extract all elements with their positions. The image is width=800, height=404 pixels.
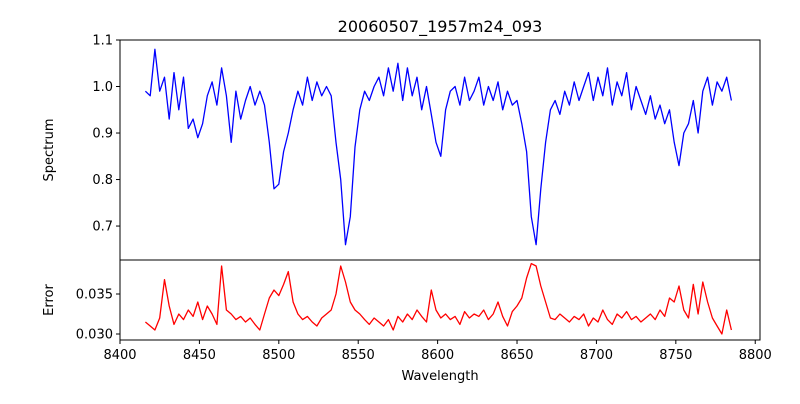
x-tick-label: 8700 — [580, 348, 613, 363]
y-axis-label-error: Error — [42, 284, 57, 316]
spectrum-line — [144, 48, 733, 246]
spectrum-y-tick-label: 0.9 — [92, 127, 113, 142]
spectrum-y-tick-label: 1.0 — [92, 80, 113, 95]
x-tick-label: 8600 — [421, 348, 454, 363]
x-tick-label: 8650 — [500, 348, 533, 363]
spectrum-axes-frame — [119, 39, 761, 261]
error-y-tick-label: 0.035 — [76, 288, 113, 303]
spectrum-y-tick-label: 1.1 — [92, 34, 113, 49]
x-tick-label: 8750 — [659, 348, 692, 363]
y-axis-label-spectrum: Spectrum — [42, 119, 57, 182]
spectrum-y-tick-label: 0.7 — [92, 220, 113, 235]
spectrum-y-tick-label: 0.8 — [92, 173, 113, 188]
x-tick-label: 8800 — [739, 348, 772, 363]
x-tick-label: 8400 — [103, 348, 136, 363]
chart-title: 20060507_1957m24_093 — [338, 17, 543, 37]
x-tick-label: 8550 — [342, 348, 375, 363]
x-axis-label: Wavelength — [401, 369, 478, 384]
error-axes-frame — [119, 259, 761, 341]
error-y-tick-label: 0.030 — [76, 328, 113, 343]
x-tick-label: 8500 — [262, 348, 295, 363]
x-tick-label: 8450 — [183, 348, 216, 363]
error-line — [144, 262, 733, 335]
